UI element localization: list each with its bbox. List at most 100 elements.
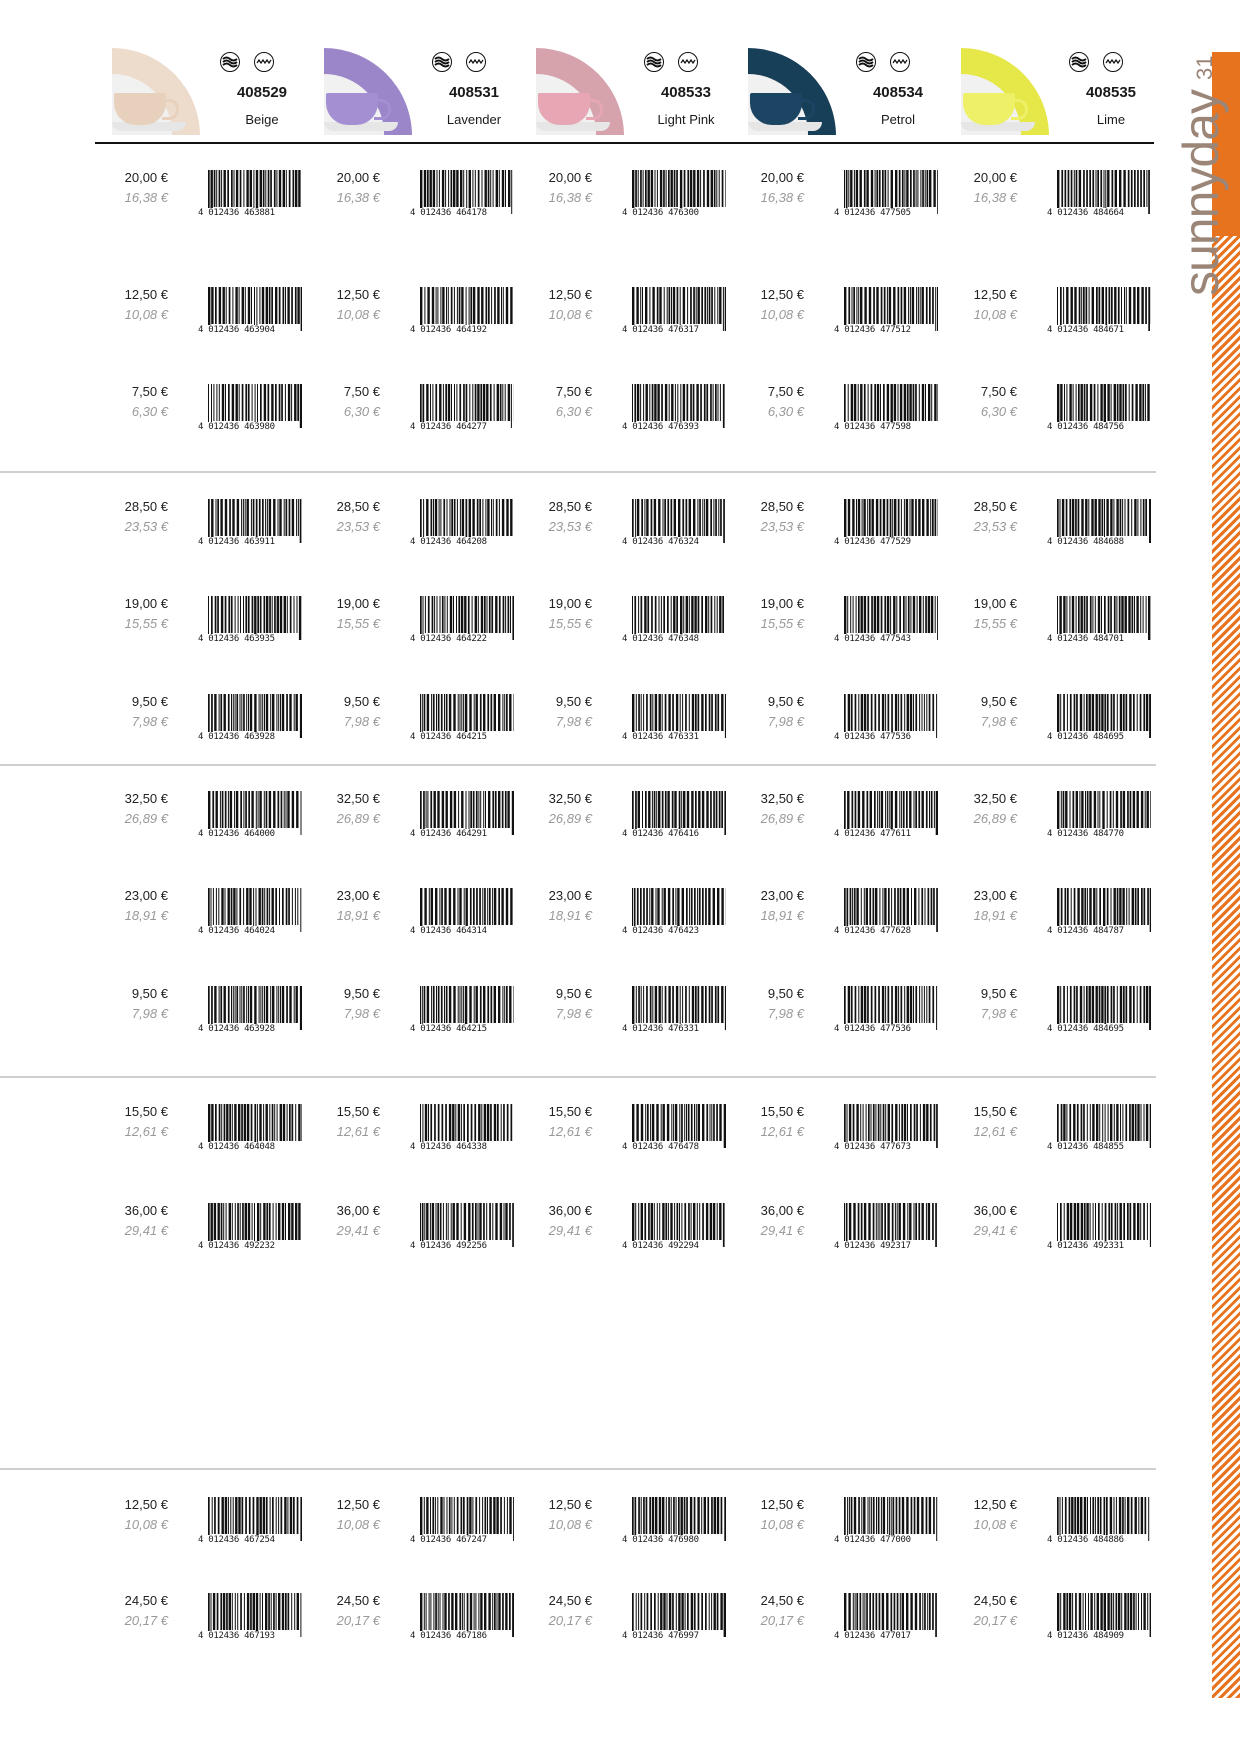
net-price: 10,08 € bbox=[973, 1517, 1017, 1532]
barcode: 4 012436 477512 bbox=[834, 287, 940, 339]
ean-number: 4 012436 476416 bbox=[622, 829, 701, 839]
barcode-bars bbox=[1057, 384, 1150, 428]
gross-price: 12,50 € bbox=[548, 1497, 592, 1512]
net-price: 26,89 € bbox=[124, 811, 168, 826]
gross-price: 23,00 € bbox=[760, 888, 804, 903]
barcode-bars bbox=[1057, 287, 1151, 331]
gross-price: 12,50 € bbox=[336, 287, 380, 302]
barcode-bars bbox=[844, 1593, 937, 1637]
barcode-bars bbox=[844, 287, 938, 331]
gross-price: 12,50 € bbox=[973, 1497, 1017, 1512]
net-price: 15,55 € bbox=[336, 616, 380, 631]
barcode: 4 012436 464222 bbox=[410, 596, 516, 648]
net-price: 7,98 € bbox=[980, 714, 1017, 729]
gross-price: 12,50 € bbox=[973, 287, 1017, 302]
article-number: 408533 bbox=[660, 84, 712, 101]
barcode: 4 012436 492317 bbox=[834, 1203, 940, 1255]
net-price: 6,30 € bbox=[131, 404, 168, 419]
ean-number: 4 012436 484770 bbox=[1047, 829, 1126, 839]
microwave-icon bbox=[466, 52, 486, 72]
barcode: 4 012436 476331 bbox=[622, 694, 728, 746]
gross-price: 9,50 € bbox=[767, 694, 804, 709]
net-price: 20,17 € bbox=[124, 1613, 168, 1628]
price-cell: 23,00 € 18,91 € 4 012436 477628 bbox=[753, 888, 965, 948]
barcode: 4 012436 476317 bbox=[622, 287, 728, 339]
color-name: Lime bbox=[1096, 112, 1126, 127]
gross-price: 36,00 € bbox=[973, 1203, 1017, 1218]
price-cell: 36,00 € 29,41 € 4 012436 492256 bbox=[329, 1203, 541, 1263]
barcode: 4 012436 467254 bbox=[198, 1497, 304, 1549]
gross-price: 19,00 € bbox=[124, 596, 168, 611]
ean-number: 4 012436 476300 bbox=[622, 208, 701, 218]
barcode-bars bbox=[632, 888, 726, 932]
price-cell: 23,00 € 18,91 € 4 012436 464314 bbox=[329, 888, 541, 948]
net-price: 12,61 € bbox=[760, 1124, 804, 1139]
ean-number: 4 012436 477673 bbox=[834, 1142, 913, 1152]
barcode: 4 012436 492256 bbox=[410, 1203, 516, 1255]
barcode-bars bbox=[632, 791, 726, 835]
net-price: 15,55 € bbox=[973, 616, 1017, 631]
barcode-bars bbox=[420, 1593, 514, 1637]
barcode: 4 012436 463928 bbox=[198, 986, 304, 1038]
barcode: 4 012436 463928 bbox=[198, 694, 304, 746]
net-price: 7,98 € bbox=[343, 1006, 380, 1021]
barcode-bars bbox=[208, 1497, 302, 1541]
net-price: 7,98 € bbox=[555, 1006, 592, 1021]
barcode-bars bbox=[632, 986, 726, 1030]
net-price: 23,53 € bbox=[548, 519, 592, 534]
ean-number: 4 012436 463904 bbox=[198, 325, 277, 335]
barcode-bars bbox=[1057, 986, 1151, 1030]
ean-number: 4 012436 476423 bbox=[622, 926, 701, 936]
barcode-bars bbox=[844, 1203, 937, 1247]
barcode: 4 012436 463881 bbox=[198, 170, 304, 222]
ean-number: 4 012436 476317 bbox=[622, 325, 701, 335]
price-cell: 12,50 € 10,08 € 4 012436 484886 bbox=[966, 1497, 1178, 1557]
ean-number: 4 012436 464338 bbox=[410, 1142, 489, 1152]
gross-price: 9,50 € bbox=[555, 986, 592, 1001]
ean-number: 4 012436 476478 bbox=[622, 1142, 701, 1152]
barcode: 4 012436 464000 bbox=[198, 791, 304, 843]
ean-number: 4 012436 492317 bbox=[834, 1241, 913, 1251]
price-cell: 28,50 € 23,53 € 4 012436 484688 bbox=[966, 499, 1178, 559]
color-name: Light Pink bbox=[657, 112, 715, 127]
gross-price: 7,50 € bbox=[980, 384, 1017, 399]
gross-price: 23,00 € bbox=[336, 888, 380, 903]
net-price: 6,30 € bbox=[767, 404, 804, 419]
ean-number: 4 012436 476331 bbox=[622, 732, 701, 742]
net-price: 20,17 € bbox=[548, 1613, 592, 1628]
net-price: 10,08 € bbox=[336, 1517, 380, 1532]
price-cell: 9,50 € 7,98 € 4 012436 477536 bbox=[753, 694, 965, 754]
barcode-bars bbox=[420, 694, 514, 738]
ean-number: 4 012436 484671 bbox=[1047, 325, 1126, 335]
color-column-header: 408531 Lavender bbox=[324, 48, 536, 138]
barcode: 4 012436 484695 bbox=[1047, 694, 1153, 746]
price-cell: 9,50 € 7,98 € 4 012436 463928 bbox=[117, 694, 329, 754]
barcode-bars bbox=[844, 596, 938, 640]
net-price: 16,38 € bbox=[548, 190, 592, 205]
gross-price: 15,50 € bbox=[973, 1104, 1017, 1119]
net-price: 18,91 € bbox=[124, 908, 168, 923]
gross-price: 20,00 € bbox=[760, 170, 804, 185]
ean-number: 4 012436 464291 bbox=[410, 829, 489, 839]
ean-number: 4 012436 484688 bbox=[1047, 537, 1126, 547]
barcode: 4 012436 477505 bbox=[834, 170, 940, 222]
dishwasher-icon bbox=[432, 52, 452, 72]
gross-price: 24,50 € bbox=[973, 1593, 1017, 1608]
barcode-bars bbox=[208, 694, 302, 738]
net-price: 18,91 € bbox=[548, 908, 592, 923]
net-price: 15,55 € bbox=[548, 616, 592, 631]
barcode: 4 012436 464192 bbox=[410, 287, 516, 339]
net-price: 23,53 € bbox=[973, 519, 1017, 534]
net-price: 12,61 € bbox=[336, 1124, 380, 1139]
price-cell: 19,00 € 15,55 € 4 012436 484701 bbox=[966, 596, 1178, 656]
gross-price: 20,00 € bbox=[124, 170, 168, 185]
ean-number: 4 012436 464208 bbox=[410, 537, 489, 547]
net-price: 20,17 € bbox=[336, 1613, 380, 1628]
price-cell: 32,50 € 26,89 € 4 012436 464000 bbox=[117, 791, 329, 851]
net-price: 6,30 € bbox=[980, 404, 1017, 419]
price-cell: 12,50 € 10,08 € 4 012436 477000 bbox=[753, 1497, 965, 1557]
barcode: 4 012436 464215 bbox=[410, 694, 516, 746]
barcode: 4 012436 484886 bbox=[1047, 1497, 1153, 1549]
net-price: 7,98 € bbox=[767, 714, 804, 729]
price-cell: 12,50 € 10,08 € 4 012436 464192 bbox=[329, 287, 541, 347]
